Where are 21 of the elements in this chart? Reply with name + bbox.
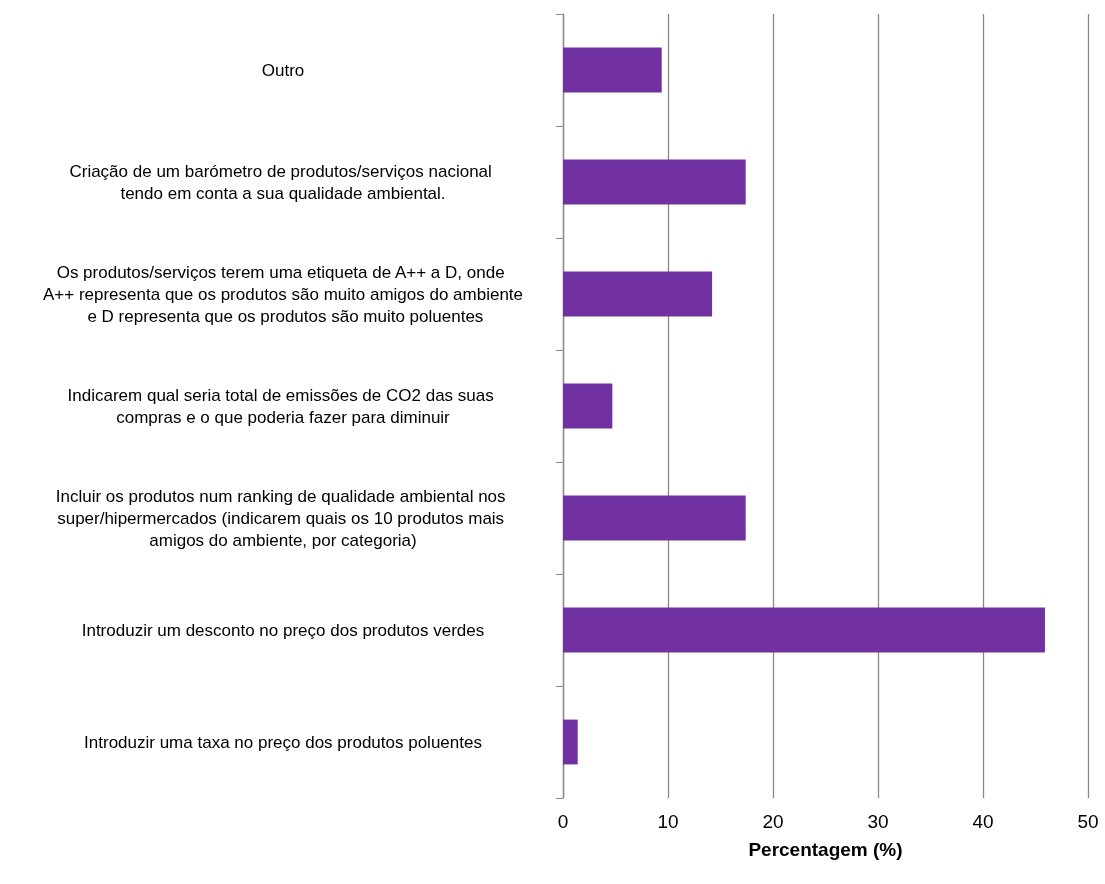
x-tick-label: 40: [972, 811, 994, 832]
bar: [563, 47, 662, 93]
y-tick-label: Indicarem qual seria total de emissões de CO2 das suas compras e o que poderia fazer para diminuir: [67, 385, 499, 427]
bar: [563, 383, 613, 429]
y-tick-label: Os produtos/serviços terem uma etiqueta de A++ a D, onde A++ representa que os produtos são muito amigos do ambiente e D representa que os produtos são muito poluentes: [42, 262, 524, 326]
bar: [563, 159, 746, 205]
y-tick-label: Introduzir uma taxa no preço dos produtos poluentes: [84, 732, 482, 752]
y-tick-label: Introduzir um desconto no preço dos produtos verdes: [81, 620, 485, 640]
bar: [563, 271, 713, 317]
y-tick-label: Outro: [261, 60, 305, 80]
y-tick-label: Criação de um barómetro de produtos/serviços nacional tendo em conta a sua qualidade ambiental.: [69, 161, 497, 203]
x-tick-label: 30: [867, 811, 889, 832]
x-tick-label: 0: [557, 811, 569, 832]
x-tick-label: 10: [657, 811, 679, 832]
x-tick-label: 50: [1077, 811, 1099, 832]
bar: [563, 495, 746, 541]
x-axis-title: Percentagem (%): [748, 839, 903, 860]
x-tick-label: 20: [762, 811, 784, 832]
bar: [563, 607, 1045, 653]
bar: [563, 719, 578, 765]
y-tick-label: Incluir os produtos num ranking de qualidade ambiental nos super/hipermercados (indicarem quais os 10 produtos mais amigos do ambiente, por categoria): [55, 486, 511, 550]
